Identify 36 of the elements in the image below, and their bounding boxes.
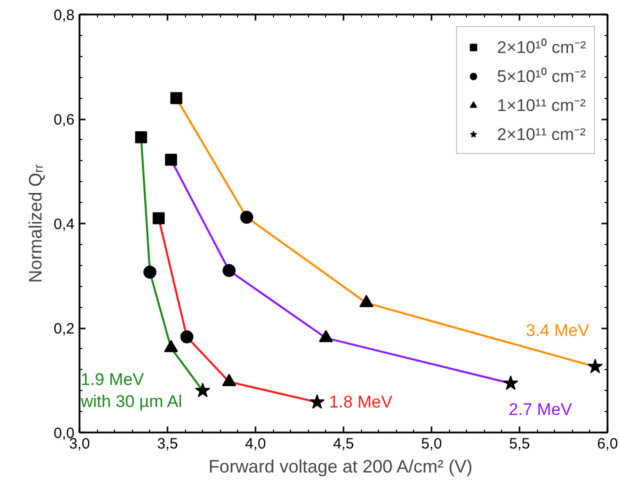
y-tick-label: 0,4 xyxy=(54,216,75,233)
annotation: 3.4 MeV xyxy=(526,321,590,340)
x-tick-label: 4,0 xyxy=(245,436,266,452)
point xyxy=(180,330,194,344)
y-tick-label: 0,2 xyxy=(54,320,75,338)
x-tick-label: 4,5 xyxy=(333,436,354,452)
annotation: 2.7 MeV xyxy=(508,400,573,419)
x-tick-label: 5,0 xyxy=(421,436,442,452)
point xyxy=(222,374,236,386)
point xyxy=(503,375,518,390)
point xyxy=(359,294,374,308)
point xyxy=(165,154,178,166)
annotation: 1.9 MeV with 30 µm Al xyxy=(80,370,182,412)
point xyxy=(135,131,148,144)
x-axis-title: Forward voltage at 200 A/cm² (V) xyxy=(208,456,473,476)
point xyxy=(170,92,182,104)
y-tick-label: 0,8 xyxy=(54,7,75,24)
point xyxy=(309,394,325,409)
point xyxy=(240,210,254,224)
point xyxy=(143,266,156,279)
x-tick-label: 6,0 xyxy=(597,436,618,452)
point xyxy=(195,382,210,398)
x-tick-label: 3,5 xyxy=(157,436,178,452)
point xyxy=(222,264,236,278)
point xyxy=(164,340,178,352)
y-axis-title: Normalized Qᵣᵣ xyxy=(26,164,46,283)
point xyxy=(152,212,165,224)
point xyxy=(318,330,333,342)
legend-label: 1×10¹¹ cm⁻² xyxy=(497,95,586,116)
x-tick-label: 5,5 xyxy=(509,436,530,452)
annotation: 1.8 MeV xyxy=(329,392,394,412)
legend-label: 5×10¹⁰ cm⁻² xyxy=(497,66,586,87)
point xyxy=(588,358,603,374)
y-tick-label: 0,6 xyxy=(54,112,75,128)
legend-label: 2×10¹¹ cm⁻² xyxy=(497,124,586,145)
legend-label: 2×10¹⁰ cm⁻² xyxy=(497,37,586,58)
